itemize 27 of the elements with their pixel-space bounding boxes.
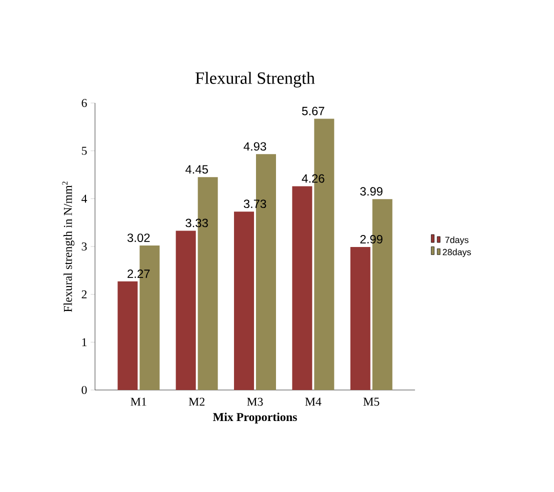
- x-tick-label: M4: [305, 398, 322, 406]
- y-tick-label: 2: [82, 290, 87, 298]
- data-label: 3.02: [127, 234, 150, 242]
- y-tick-label: 5: [82, 146, 87, 155]
- bar: [234, 212, 254, 390]
- data-label: 3.99: [360, 187, 382, 196]
- y-tick-label: 0: [82, 386, 87, 394]
- bar: [118, 281, 138, 390]
- y-tick-label: 4: [81, 194, 88, 203]
- y-tick-label: 6: [82, 98, 87, 108]
- y-tick-label: 3: [82, 242, 87, 251]
- bar: [350, 246, 370, 390]
- x-tick-label: M3: [247, 398, 263, 406]
- bar: [176, 230, 196, 390]
- legend-label: 7days: [445, 236, 468, 245]
- legend-label: 28days: [442, 248, 471, 258]
- x-axis-title: Mix Proportions: [212, 412, 297, 424]
- data-label: 4.45: [185, 165, 208, 174]
- data-label: 4.93: [244, 142, 266, 151]
- x-tick-label: M5: [363, 398, 380, 406]
- x-tick-label: M2: [188, 398, 204, 406]
- x-tick-label: M1: [130, 398, 146, 406]
- data-label: 5.67: [302, 106, 324, 116]
- chart-title: Flexural Strength: [195, 72, 315, 88]
- y-axis-title: Flexural strength in N/mm$^{2}$: [62, 182, 74, 312]
- y-tick-label: 1: [82, 338, 87, 346]
- bar: [292, 186, 312, 390]
